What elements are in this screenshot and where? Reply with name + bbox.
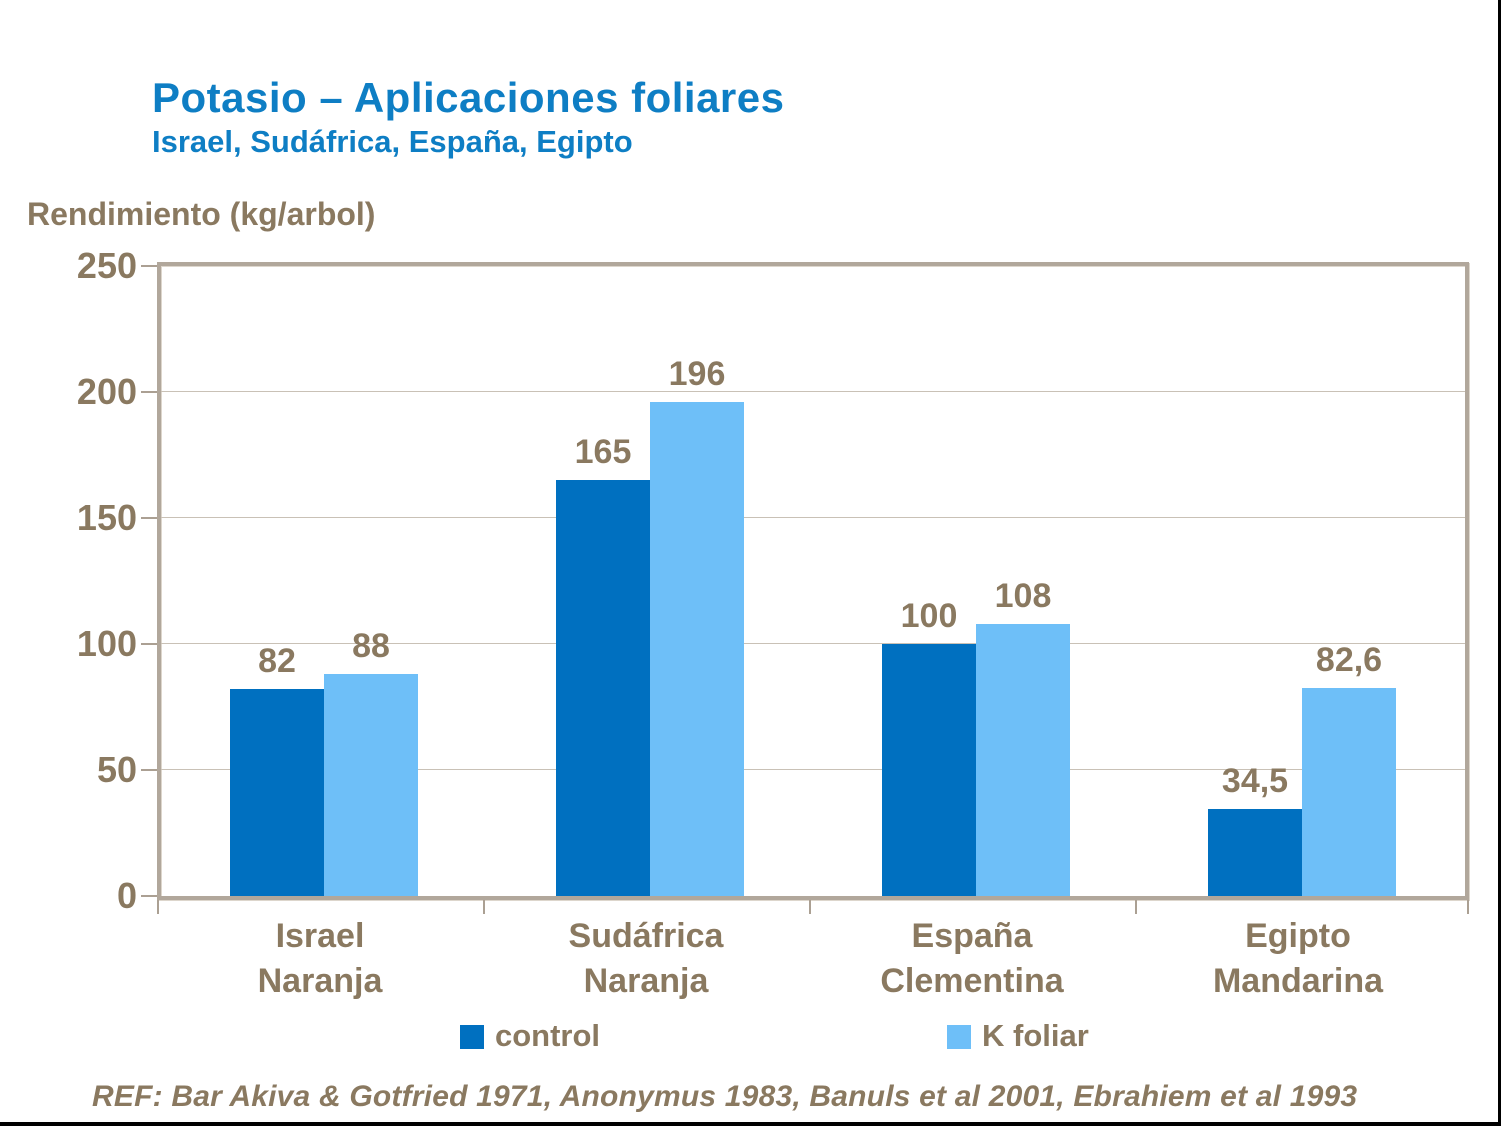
y-tick-mark bbox=[141, 643, 157, 645]
x-tick-mark bbox=[809, 900, 811, 914]
gridline-150 bbox=[161, 517, 1465, 518]
y-tick-mark bbox=[141, 265, 157, 267]
legend-swatch-icon bbox=[947, 1025, 971, 1049]
bar-value-label: 196 bbox=[668, 355, 726, 394]
category-label-line: Clementina bbox=[880, 962, 1064, 1000]
x-tick-mark bbox=[1135, 900, 1137, 914]
category-label-line: Egipto bbox=[1245, 917, 1351, 955]
legend-label: control bbox=[495, 1018, 601, 1053]
y-tick-label-100: 100 bbox=[76, 623, 137, 664]
bar-value-label: 82,6 bbox=[1315, 640, 1383, 679]
gridline-200 bbox=[161, 391, 1465, 392]
bar-control-3 bbox=[1208, 809, 1302, 896]
bar-k-foliar-1 bbox=[650, 402, 744, 896]
y-tick-mark bbox=[141, 391, 157, 393]
legend-item-control: control bbox=[460, 1018, 600, 1054]
bar-value-label: 100 bbox=[900, 597, 958, 635]
bar-control-0 bbox=[230, 689, 324, 896]
category-label-line: Sudáfrica bbox=[568, 917, 724, 955]
y-tick-label-150: 150 bbox=[76, 497, 137, 538]
x-tick-mark bbox=[483, 900, 485, 914]
chart-title: Potasio – Aplicaciones foliares bbox=[152, 74, 785, 121]
y-tick-mark bbox=[141, 517, 157, 519]
bar-control-1 bbox=[556, 480, 650, 896]
chart-subtitle: Israel, Sudáfrica, España, Egipto bbox=[152, 124, 633, 159]
category-label-line: Naranja bbox=[583, 962, 709, 1000]
y-tick-label-50: 50 bbox=[96, 749, 137, 790]
bar-k-foliar-3 bbox=[1302, 687, 1396, 896]
y-tick-label-200: 200 bbox=[76, 371, 137, 412]
category-label-line: España bbox=[911, 917, 1033, 955]
bar-value-label: 165 bbox=[574, 433, 632, 472]
reference-footer: REF: Bar Akiva & Gotfried 1971, Anonymus… bbox=[92, 1080, 1358, 1113]
y-tick-mark bbox=[141, 769, 157, 771]
category-label-3: Egipto Mandarina bbox=[1135, 914, 1461, 1004]
plot-area: 82 165 100 34,5 88 196 108 82,6 bbox=[157, 262, 1469, 900]
gridline-50 bbox=[161, 769, 1465, 770]
category-label-1: Sudáfrica Naranja bbox=[483, 914, 809, 1004]
bar-value-label: 88 bbox=[352, 627, 390, 666]
gridline-100 bbox=[161, 643, 1465, 644]
category-label-line: Naranja bbox=[257, 962, 383, 1000]
category-label-line: Mandarina bbox=[1212, 962, 1384, 1000]
y-tick-label-250: 250 bbox=[76, 245, 137, 286]
bar-k-foliar-0 bbox=[324, 674, 418, 896]
x-tick-mark bbox=[1467, 900, 1469, 914]
bar-k-foliar-2 bbox=[976, 623, 1070, 896]
y-axis-title: Rendimiento (kg/arbol) bbox=[27, 196, 376, 232]
screenshot-right-border bbox=[1498, 0, 1501, 1126]
y-tick-label-0: 0 bbox=[116, 875, 137, 916]
bar-value-label: 82 bbox=[258, 642, 296, 681]
x-tick-mark bbox=[157, 900, 159, 914]
legend-swatch-icon bbox=[460, 1025, 484, 1049]
category-label-line: Israel bbox=[275, 917, 365, 955]
screenshot-bottom-border bbox=[0, 1122, 1501, 1126]
legend-label: K foliar bbox=[982, 1018, 1089, 1053]
category-label-2: España Clementina bbox=[809, 914, 1135, 1004]
bar-value-label: 34,5 bbox=[1221, 762, 1289, 801]
category-label-0: Israel Naranja bbox=[157, 914, 483, 1004]
y-tick-mark bbox=[141, 895, 157, 897]
legend-item-k-foliar: K foliar bbox=[947, 1018, 1089, 1054]
bar-value-label: 108 bbox=[994, 576, 1052, 615]
bar-control-2 bbox=[882, 644, 976, 896]
